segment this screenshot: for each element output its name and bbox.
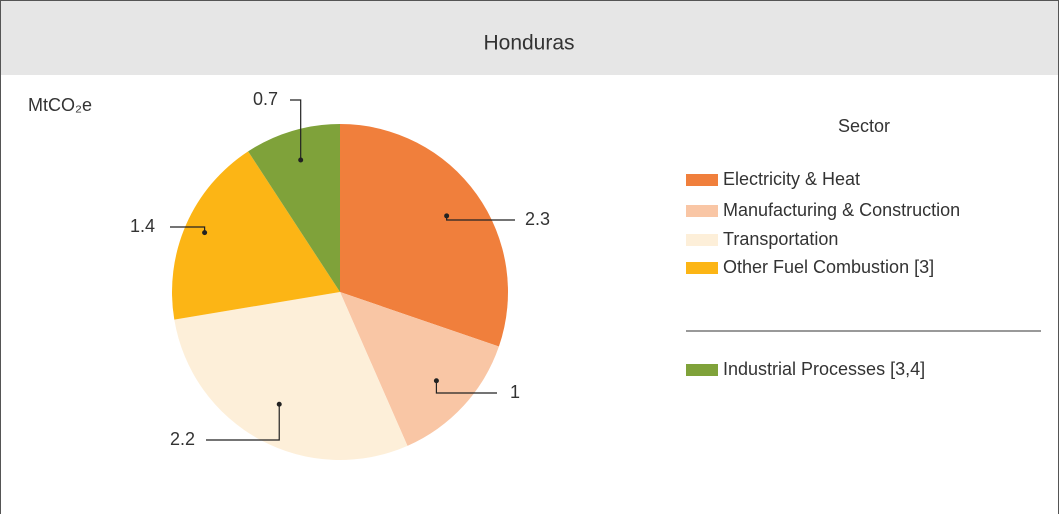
leader-line	[435, 380, 497, 394]
legend-swatch	[686, 364, 718, 376]
pie-slice	[174, 292, 408, 460]
legend-swatch	[686, 262, 718, 274]
chart-title: Honduras	[483, 32, 574, 55]
leader-dot	[276, 401, 282, 407]
legend-label: Other Fuel Combustion [3]	[723, 257, 934, 277]
data-label: 2.3	[525, 209, 550, 229]
legend-swatch	[686, 174, 718, 186]
data-label: 1	[510, 382, 520, 402]
leader-line	[206, 404, 280, 441]
leader-dot	[202, 230, 208, 236]
leader-dot	[444, 213, 450, 219]
leader-line	[290, 99, 302, 160]
pie-slice	[340, 124, 509, 347]
legend-label: Industrial Processes [3,4]	[723, 359, 925, 379]
legend-title: Sector	[838, 116, 890, 136]
header	[1, 1, 1058, 75]
pie-slice	[172, 151, 340, 320]
legend-label: Transportation	[723, 229, 838, 249]
legend-label: Manufacturing & Construction	[723, 200, 960, 220]
leader-dot	[298, 157, 304, 163]
data-label: 0.7	[253, 89, 278, 109]
pie-slice	[340, 292, 499, 446]
legend-label: Electricity & Heat	[723, 169, 860, 189]
data-label: 1.4	[130, 216, 155, 236]
legend-swatch	[686, 234, 718, 246]
leader-dot	[433, 378, 439, 384]
pie-slice	[248, 124, 340, 292]
legend-swatch	[686, 205, 718, 217]
unit-label: MtCO₂e	[28, 95, 92, 115]
data-label: 2.2	[170, 429, 195, 449]
